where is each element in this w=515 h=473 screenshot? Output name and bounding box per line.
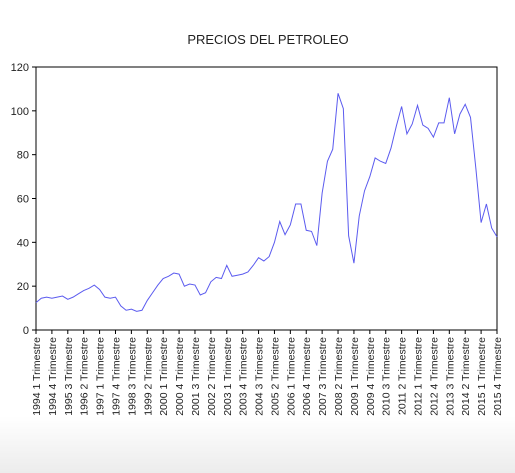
x-tick-label: 1997 4 Trimestre (110, 337, 122, 416)
x-tick-label: 2000 1 Trimestre (158, 337, 170, 416)
x-tick-label: 2007 3 Trimestre (317, 337, 329, 416)
y-tick-label: 0 (23, 325, 29, 337)
x-tick-label: 2005 2 Trimestre (269, 337, 281, 416)
x-tick-label: 2009 1 Trimestre (349, 337, 361, 416)
x-tick-label: 1999 2 Trimestre (142, 337, 154, 416)
y-tick-label: 80 (17, 150, 29, 162)
y-axis-ticks: 0 20 40 60 80 100 120 (11, 62, 36, 337)
x-tick-label: 1998 3 Trimestre (126, 337, 138, 416)
x-tick-label: 2000 4 Trimestre (174, 337, 186, 416)
x-tick-label: 2010 3 Trimestre (381, 337, 393, 416)
x-tick-label: 1994 1 Trimestre (31, 337, 43, 416)
x-axis-ticks: 1994 1 Trimestre 1994 4 Trimestre 1995 3 T… (31, 330, 504, 416)
y-tick-label: 120 (11, 62, 29, 74)
y-tick-label: 60 (17, 194, 29, 206)
y-tick-label: 100 (11, 106, 29, 118)
y-tick-label: 40 (17, 237, 29, 249)
x-tick-label: 1997 1 Trimestre (95, 337, 107, 416)
x-tick-label: 2002 2 Trimestre (206, 337, 218, 416)
plot-frame (35, 66, 498, 331)
x-tick-label: 2003 4 Trimestre (238, 337, 250, 416)
x-tick-label: 2004 3 Trimestre (254, 337, 266, 416)
x-tick-label: 2009 4 Trimestre (365, 337, 377, 416)
x-tick-label: 1994 4 Trimestre (47, 337, 59, 416)
x-tick-label: 2015 1 Trimestre (476, 337, 488, 416)
series (35, 93, 498, 312)
series-line (35, 93, 498, 312)
x-tick-label: 2012 1 Trimestre (413, 337, 425, 416)
x-tick-label: 2001 3 Trimestre (190, 337, 202, 416)
x-tick-label: 2006 4 Trimestre (301, 337, 313, 416)
x-tick-label: 2013 3 Trimestre (444, 337, 456, 416)
x-tick-label: 1995 3 Trimestre (63, 337, 75, 416)
y-tick-label: 20 (17, 281, 29, 293)
x-tick-label: 2012 4 Trimestre (428, 337, 440, 416)
axes (35, 66, 498, 331)
chart-title: PRECIOS DEL PETROLEO (187, 32, 348, 47)
x-tick-label: 2003 1 Trimestre (222, 337, 234, 416)
x-tick-label: 2014 2 Trimestre (460, 337, 472, 416)
x-tick-label: 2006 1 Trimestre (285, 337, 297, 416)
x-tick-label: 2008 2 Trimestre (333, 337, 345, 416)
x-tick-label: 1996 2 Trimestre (79, 337, 91, 416)
x-tick-label: 2011 2 Trimestre (397, 337, 409, 415)
x-tick-label: 2015 4 Trimestre (492, 337, 504, 416)
